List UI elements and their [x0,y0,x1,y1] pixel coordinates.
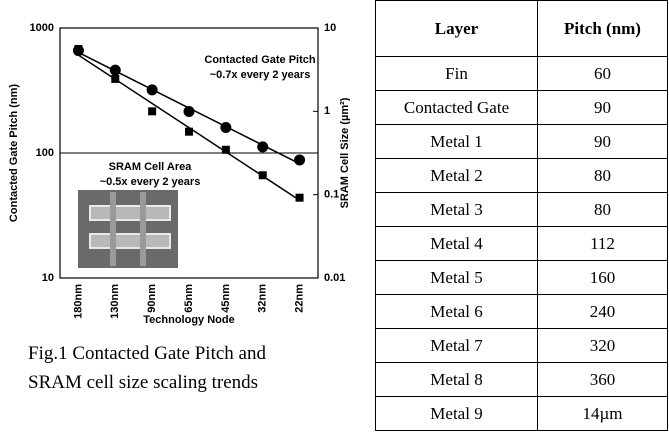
data-point [110,65,121,76]
caption: Fig.1 Contacted Gate Pitch and [28,343,266,365]
table-cell: 320 [538,329,668,363]
data-point [147,84,158,95]
data-point [222,146,230,154]
x-tick-label: 32nm [257,284,269,313]
table-cell: Metal 2 [376,159,538,193]
inset-image [78,190,178,268]
table-cell: 360 [538,363,668,397]
page: Contacted Gate Pitch ~0.7x every 2 years… [0,0,669,442]
table-cell: Metal 4 [376,227,538,261]
table-cell: Metal 9 [376,397,538,431]
table-cell: 60 [538,57,668,91]
table-cell: Metal 8 [376,363,538,397]
table-cell: Metal 7 [376,329,538,363]
y2-axis-label: SRAM Cell Size (µm²) [339,97,350,208]
annotation: SRAM Cell Area [109,161,193,173]
data-point [259,171,267,179]
annotation: Contacted Gate Pitch [204,54,316,66]
annotation: ~0.7x every 2 years [210,69,311,81]
y2-tick-label: 1 [324,105,330,117]
y-tick-label: 1000 [30,22,54,34]
data-point [257,141,268,152]
table-cell: Metal 3 [376,193,538,227]
annotation: ~0.5x every 2 years [100,176,201,188]
table-cell: Metal 6 [376,295,538,329]
data-point [184,106,195,117]
x-tick-label: 180nm [72,284,84,319]
table-cell: 80 [538,193,668,227]
table-cell: Contacted Gate [376,91,538,125]
table-cell: Metal 1 [376,125,538,159]
table-cell: 90 [538,91,668,125]
table-cell: 160 [538,261,668,295]
table-cell: 14µm [538,397,668,431]
y2-tick-label: 0.1 [324,189,339,201]
x-tick-label: 65nm [183,284,195,313]
table-cell: 240 [538,295,668,329]
data-point [111,75,119,83]
x-tick-label: 90nm [146,284,158,313]
data-point [296,194,304,202]
y-tick-label: 10 [42,272,54,284]
table-cell: 112 [538,227,668,261]
table-cell: 90 [538,125,668,159]
caption: SRAM cell size scaling trends [28,372,258,394]
x-tick-label: 45nm [220,284,232,313]
x-axis-label: Technology Node [143,314,234,326]
data-point [148,107,156,115]
x-tick-label: 22nm [293,284,305,313]
y-axis-label: Contacted Gate Pitch (nm) [8,84,20,222]
chart: Contacted Gate Pitch ~0.7x every 2 years… [0,0,350,330]
x-tick-label: 130nm [109,284,121,319]
header-cell: Layer [376,1,538,57]
table-cell: Fin [376,57,538,91]
y2-tick-label: 10 [324,22,336,34]
table-cell: 80 [538,159,668,193]
table-cell: Metal 5 [376,261,538,295]
data-point [185,128,193,136]
y2-tick-label: 0.01 [324,272,345,284]
header-cell: Pitch (nm) [538,1,668,57]
data-point [74,45,82,53]
data-point [220,122,231,133]
data-point [294,154,305,165]
y-tick-label: 100 [36,147,54,159]
